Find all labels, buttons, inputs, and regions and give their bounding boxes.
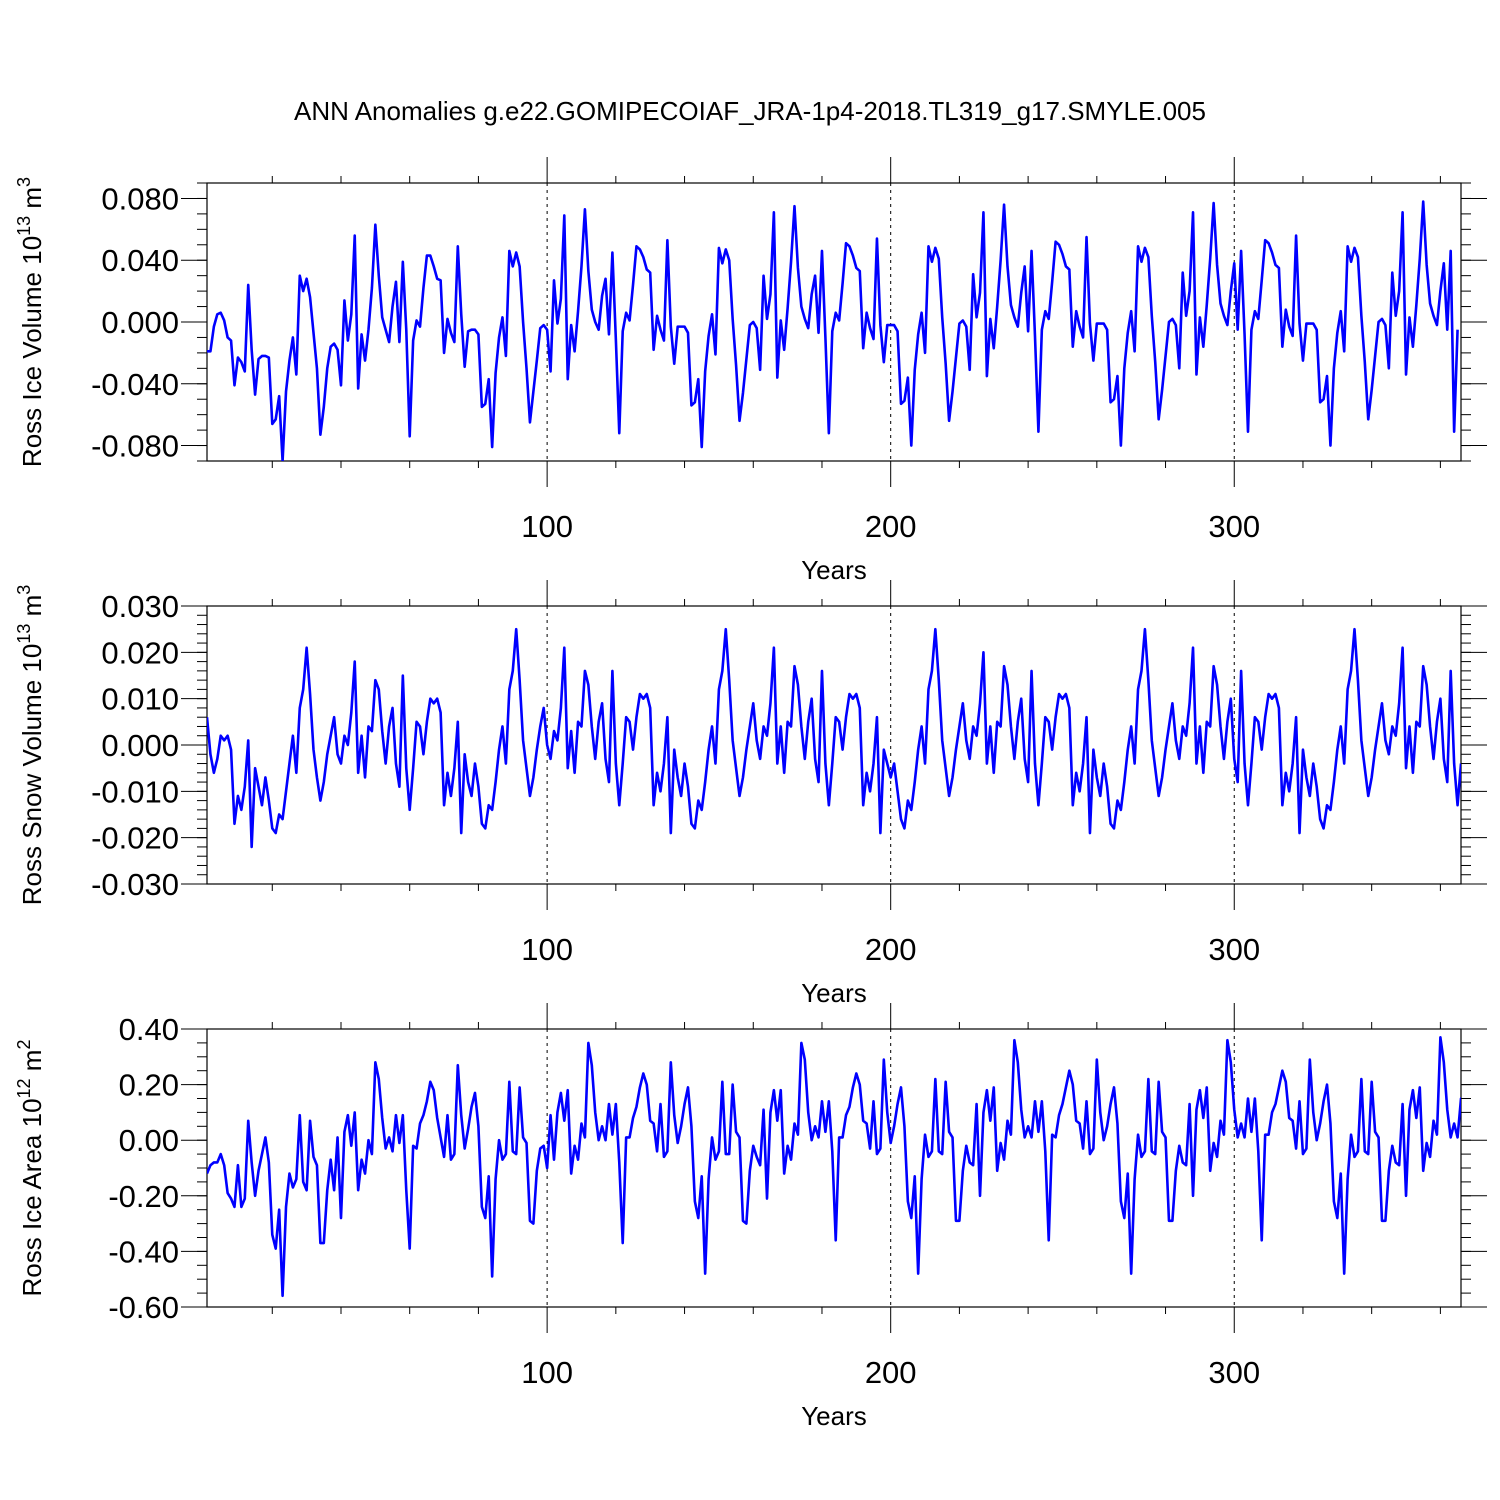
y-axis-label: Ross Snow Volume 1013 m3 — [14, 585, 47, 906]
x-axis-label: Years — [801, 555, 867, 585]
y-tick-label: 0.030 — [101, 589, 179, 624]
panel-1: 100 200 300 -0.080 -0.040 0.000 0.040 0.080 Year… — [14, 157, 1487, 585]
y-axis-label-unit: m — [17, 595, 47, 624]
y-axis-label-unit-exponent: 2 — [14, 1040, 34, 1050]
x-tick-label: 200 — [865, 932, 917, 967]
y-tick-label: 0.080 — [101, 181, 179, 216]
panel-2: 100 200 300 -0.030 -0.020 -0.010 0.000 0.010 0.0… — [14, 580, 1487, 1008]
x-tick-label: 100 — [521, 509, 573, 544]
y-tick-label: 0.000 — [101, 728, 179, 763]
y-tick-label: -0.030 — [91, 867, 179, 902]
series-line-ross-snow-volume — [207, 627, 1461, 849]
y-tick-label: 0.010 — [101, 682, 179, 717]
series-line-ross-ice-volume — [207, 200, 1459, 461]
x-axis-label: Years — [801, 978, 867, 1008]
y-axis-label: Ross Ice Area 1012 m2 — [14, 1040, 47, 1297]
y-tick-label: 0.00 — [119, 1123, 179, 1158]
series-line-ross-ice-area — [207, 1036, 1461, 1298]
y-axis-label-unit: m — [17, 187, 47, 216]
y-tick-label: -0.40 — [108, 1234, 179, 1269]
y-axis-label-unit: m — [17, 1050, 47, 1079]
y-axis-label-exponent: 12 — [14, 1078, 34, 1098]
y-tick-label: 0.020 — [101, 635, 179, 670]
y-tick-label: -0.60 — [108, 1290, 179, 1325]
y-tick-label: -0.040 — [91, 367, 179, 402]
y-tick-label: -0.010 — [91, 774, 179, 809]
y-tick-label: -0.20 — [108, 1179, 179, 1214]
y-tick-label: 0.040 — [101, 243, 179, 278]
panels: 100 200 300 -0.080 -0.040 0.000 0.040 0.080 Year… — [14, 157, 1487, 1431]
y-axis-label-text: Ross Snow Volume 10 — [17, 644, 47, 906]
y-axis-label-exponent: 13 — [14, 624, 34, 644]
figure-title: ANN Anomalies g.e22.GOMIPECOIAF_JRA-1p4-… — [294, 96, 1206, 126]
x-tick-label: 200 — [865, 509, 917, 544]
y-axis-label-unit-exponent: 3 — [14, 177, 34, 187]
y-tick-label: 0.000 — [101, 305, 179, 340]
y-axis-label-unit-exponent: 3 — [14, 585, 34, 595]
panel-3: 100 200 300 -0.60 -0.40 -0.20 0.00 0.20 0.40 Year… — [14, 1003, 1487, 1431]
y-axis-label-text: Ross Ice Area 10 — [17, 1098, 47, 1296]
x-tick-label: 200 — [865, 1355, 917, 1390]
y-tick-label: -0.020 — [91, 821, 179, 856]
y-axis-label-exponent: 13 — [14, 216, 34, 236]
y-tick-label: 0.40 — [119, 1012, 179, 1047]
x-tick-label: 100 — [521, 932, 573, 967]
x-tick-label: 300 — [1208, 1355, 1260, 1390]
x-tick-label: 300 — [1208, 509, 1260, 544]
x-tick-label: 300 — [1208, 932, 1260, 967]
y-axis-label: Ross Ice Volume 1013 m3 — [14, 177, 47, 467]
x-tick-label: 100 — [521, 1355, 573, 1390]
y-tick-label: 0.20 — [119, 1068, 179, 1103]
y-axis-label-text: Ross Ice Volume 10 — [17, 236, 47, 467]
x-axis-label: Years — [801, 1401, 867, 1431]
y-tick-label: -0.080 — [91, 429, 179, 464]
